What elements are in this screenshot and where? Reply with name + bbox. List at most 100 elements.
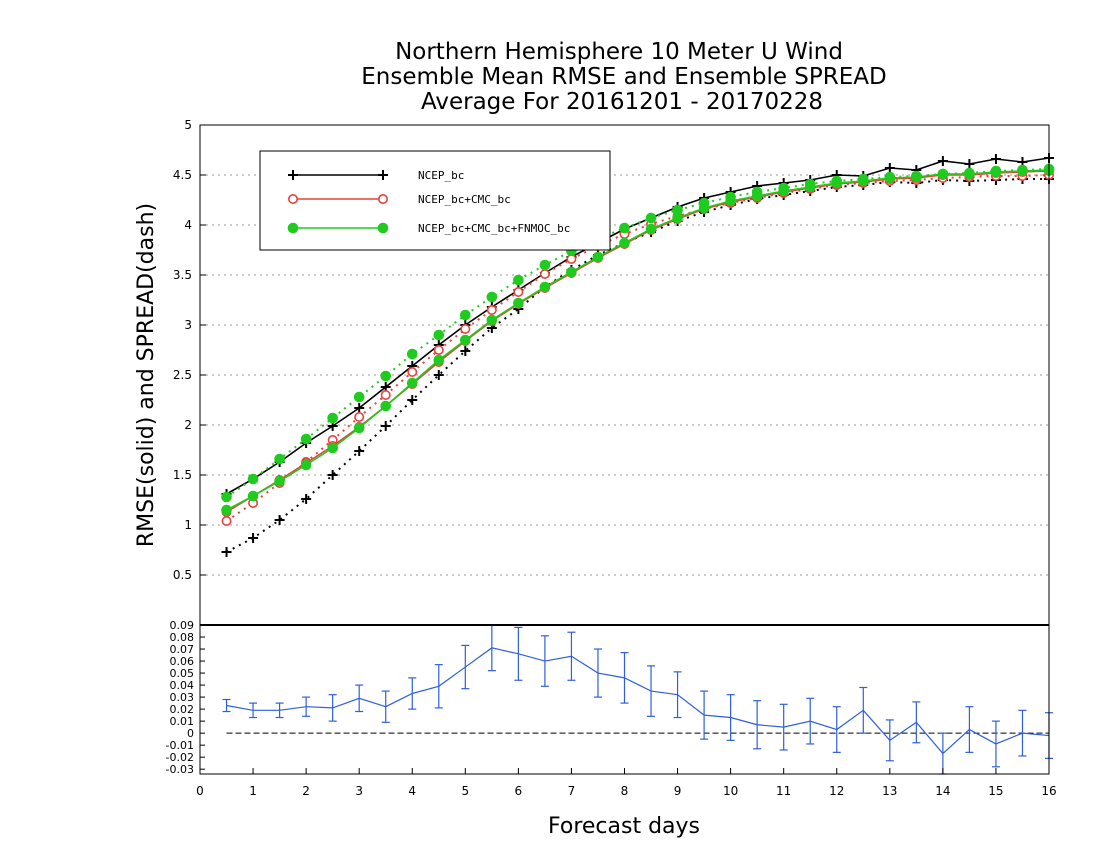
error-bar-20 [753,700,762,750]
error-bar-10 [487,624,496,672]
ncep-bc-cmc-bc-fnmoc-bc-spread-point-0 [221,491,232,503]
ncep-bc-cmc-bc-fnmoc-bc-rmse-point-24 [857,175,869,187]
bottom-y-tick-label-1: -0.02 [166,751,194,764]
legend-items: NCEP_bc NCEP_bc+CMC_bc NCEP_bc+CMC_bc+FNMO… [287,169,570,235]
x-tick-label-14: 14 [935,784,950,798]
ncep-bc-cmc-bc-fnmoc-bc-spread-point-7 [406,348,418,360]
x-tick-label-7: 7 [568,784,576,798]
error-bar-13 [567,631,576,681]
ncep-bc-spread-point-1 [248,533,259,543]
ncep-bc-cmc-bc-fnmoc-bc-spread-point-4 [327,412,338,424]
error-bar-26 [912,701,921,744]
error-bar-14 [593,648,602,698]
ncep-bc-cmc-bc-fnmoc-bc-rmse-point-28 [964,168,975,180]
error-bar-9 [461,644,470,690]
bottom-y-tick-label-3: 0 [187,727,194,740]
ncep-bc-rmse-point-28 [964,159,975,169]
x-tick-label-5: 5 [461,784,469,798]
x-tick-label-1: 1 [249,784,257,798]
ncep-bc-cmc-bc-fnmoc-bc-rmse-point-29 [990,166,1002,178]
error-bar-30 [1018,709,1027,757]
ncep-bc-rmse-point-29 [990,154,1001,164]
legend-marker-right-ncep-bc [378,170,388,180]
ncep-bc-cmc-bc-fnmoc-bc-rmse-point-6 [380,400,392,412]
ncep-bc-cmc-bc-fnmoc-bc-rmse-point-19 [725,195,736,207]
ncep-bc-spread-point-2 [274,515,285,525]
error-bar-16 [647,665,656,717]
ncep-bc-cmc-bc-fnmoc-bc-rmse-point-8 [433,354,445,366]
y-tick-label-4: 2.5 [173,368,192,382]
ncep-bc-cmc-bc-fnmoc-bc-rmse-point-2 [274,475,285,487]
ncep-bc-spread-point-6 [380,421,391,431]
error-bar-19 [726,694,735,741]
ncep-bc-cmc-bc-fnmoc-bc-spread-point-11 [513,274,524,286]
ncep-bc-cmc-bc-spread-point-6 [380,389,391,400]
ncep-bc-rmse-point-27 [937,156,948,166]
y-tick-label-3: 2 [184,418,192,432]
ncep-bc-cmc-bc-fnmoc-bc-rmse-point-25 [884,172,896,184]
legend-marker-left-ncep-bc-cmc-bc-fnmoc-bc [287,222,299,234]
ncep-bc-cmc-bc-fnmoc-bc-spread-point-2 [274,453,285,465]
legend-marker-left-ncep-bc-cmc-bc [287,194,298,205]
bottom-y-tick-label-8: 0.05 [170,667,195,680]
error-bar-4 [328,694,337,722]
y-tick-label-5: 3 [184,318,192,332]
error-bar-17 [673,671,682,719]
ncep-bc-cmc-bc-fnmoc-bc-rmse-point-16 [645,223,657,235]
error-bar-15 [620,652,629,704]
bottom-y-tick-label-10: 0.07 [170,643,195,656]
legend-label-ncep-bc-cmc-bc: NCEP_bc+CMC_bc [418,193,511,206]
difference-line [226,647,1050,755]
ncep-bc-spread-point-4 [327,470,338,480]
bottom-y-tick-label-0: -0.03 [166,763,194,776]
error-bar-7 [408,677,417,710]
bottom-y-tick-label-5: 0.02 [170,703,195,716]
x-tick-label-3: 3 [355,784,363,798]
ncep-bc-cmc-bc-fnmoc-bc-spread-point-15 [619,222,630,234]
legend-marker-left-ncep-bc [288,170,298,180]
ncep-bc-spread-point-5 [354,446,365,456]
ncep-bc-cmc-bc-fnmoc-bc-rmse-point-15 [619,237,630,249]
x-axis-label: Forecast days [548,814,700,839]
x-tick-label-0: 0 [196,784,204,798]
ncep-bc-cmc-bc-fnmoc-bc-rmse-point-20 [751,190,763,202]
title-line-3: Average For 20161201 - 20170228 [421,89,823,115]
ncep-bc-cmc-bc-fnmoc-bc-spread-point-12 [539,259,551,271]
ncep-bc-cmc-bc-fnmoc-bc-spread-point-10 [486,291,498,303]
ncep-bc-cmc-bc-fnmoc-bc-rmse-point-26 [911,171,922,183]
y-tick-label-6: 3.5 [173,268,192,282]
error-bar-2 [275,702,284,719]
bottom-panel-series [222,624,1053,775]
ncep-bc-cmc-bc-fnmoc-bc-spread-point-5 [353,391,365,403]
ncep-bc-cmc-bc-fnmoc-bc-spread-point-6 [380,370,392,382]
ncep-bc-cmc-bc-fnmoc-bc-rmse-point-14 [592,251,604,263]
error-bar-21 [779,703,788,751]
ncep-bc-cmc-bc-spread-point-9 [460,323,471,334]
x-tick-label-4: 4 [408,784,416,798]
error-bar-11 [514,626,523,681]
y-tick-label-7: 4 [184,218,192,232]
error-bar-1 [249,702,258,719]
ncep-bc-cmc-bc-fnmoc-bc-spread-point-3 [300,433,312,445]
bottom-y-tick-label-11: 0.08 [170,631,195,644]
error-bar-25 [885,719,894,762]
bottom-y-tick-label-12: 0.09 [170,619,195,632]
ncep-bc-cmc-bc-fnmoc-bc-rmse-point-1 [247,490,259,502]
error-bar-0 [222,698,231,713]
error-bar-22 [806,697,815,745]
ncep-bc-cmc-bc-fnmoc-bc-rmse-point-30 [1017,165,1028,177]
top-panel-series [221,153,1055,557]
x-tick-label-6: 6 [515,784,523,798]
x-tick-label-8: 8 [621,784,629,798]
title-line-2: Ensemble Mean RMSE and Ensemble SPREAD [361,64,886,90]
ncep-bc-cmc-bc-fnmoc-bc-rmse-point-3 [300,459,312,471]
ncep-bc-cmc-bc-spread-point-7 [407,366,418,377]
ncep-bc-cmc-bc-fnmoc-bc-rmse-point-0 [221,504,232,516]
legend-label-ncep-bc: NCEP_bc [418,169,464,182]
bottom-y-tick-label-6: 0.03 [170,691,195,704]
x-tick-label-11: 11 [776,784,791,798]
ncep-bc-cmc-bc-fnmoc-bc-spread-point-8 [433,329,445,341]
ncep-bc-cmc-bc-fnmoc-bc-rmse-point-22 [804,181,816,193]
ncep-bc-cmc-bc-fnmoc-bc-rmse-point-23 [831,177,843,189]
error-bar-5 [355,684,364,713]
